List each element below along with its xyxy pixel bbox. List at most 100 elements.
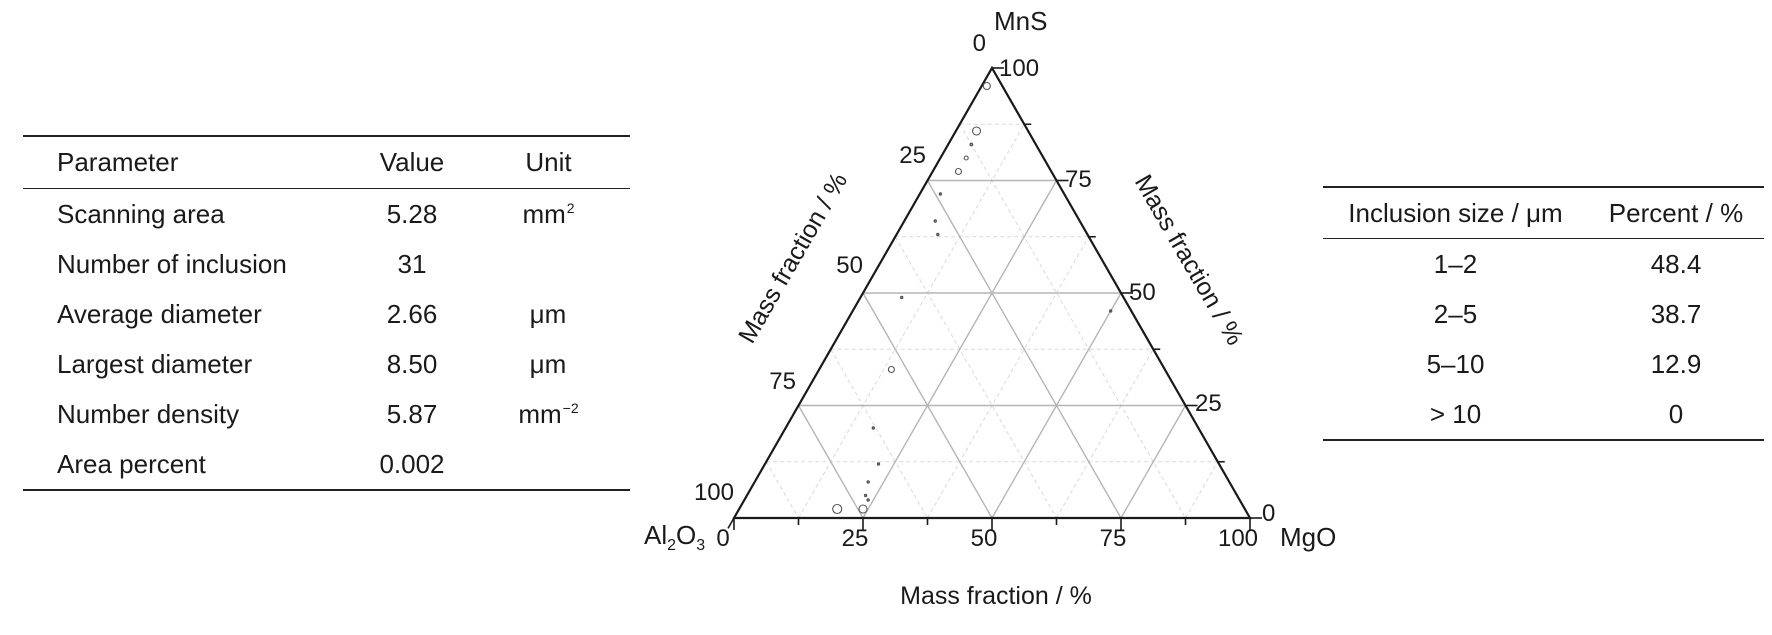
grid-line-major — [862, 180, 1058, 519]
table-row: Area percent 0.002 — [23, 439, 630, 490]
data-point — [933, 219, 937, 223]
grid-line-minor — [894, 236, 1057, 519]
grid-line-minor — [830, 349, 928, 519]
tick-label-bottom-50: 50 — [971, 525, 998, 552]
axis-label-right: Mass fraction / % — [1129, 170, 1249, 350]
data-point — [1108, 309, 1113, 313]
tick-mark-left — [891, 236, 896, 244]
size-percent: 12.9 — [1650, 348, 1702, 379]
data-point — [954, 167, 963, 176]
parameter-name: Largest diameter — [57, 348, 253, 379]
data-point — [863, 493, 868, 498]
vertex-label-left-subscript: 3 — [696, 537, 705, 554]
vertex-label-left: Al2O3 — [644, 520, 705, 554]
table-row: Number of inclusion 31 — [23, 239, 630, 289]
size-percent: 48.4 — [1650, 248, 1702, 279]
grid-line-minor — [1185, 461, 1219, 519]
parameter-unit-cell: mm2 — [467, 189, 630, 240]
data-point — [938, 192, 943, 196]
data-point — [887, 365, 895, 374]
vertex-label-left-part: O — [676, 520, 696, 550]
tick-label-left-0: 0 — [973, 30, 986, 57]
tick-label-right-0: 0 — [1262, 500, 1275, 527]
grid-major — [797, 179, 1187, 519]
header-percent: Percent / % — [1608, 197, 1744, 228]
tick-label-bottom-25: 25 — [842, 525, 869, 552]
data-point — [900, 295, 904, 300]
parameter-unit: μm — [529, 298, 567, 329]
grid-line-minor — [959, 124, 1186, 519]
grid-line-major — [797, 405, 864, 519]
grid-minor — [765, 123, 1219, 519]
parameter-name: Scanning area — [57, 198, 225, 229]
table-row: Average diameter 2.66 μm — [23, 289, 630, 339]
data-point — [866, 480, 870, 484]
size-range: 1–2 — [1433, 248, 1478, 279]
tick-mark-left — [920, 180, 929, 192]
tick-label-left-75: 75 — [769, 368, 796, 395]
data-point — [876, 462, 881, 466]
tick-label-right-75: 75 — [1065, 166, 1092, 193]
tick-label-left-100: 100 — [694, 479, 734, 506]
table-row: 2–5 38.7 — [1323, 289, 1764, 339]
parameter-unit-cell: μm — [467, 339, 630, 389]
size-distribution-table: Inclusion size / μm Percent / % 1–2 48.4… — [1323, 186, 1764, 441]
parameter-name: Average diameter — [57, 298, 262, 329]
table-row: Largest diameter 8.50 μm — [23, 339, 630, 389]
tick-label-bottom-75: 75 — [1100, 525, 1127, 552]
data-point — [858, 504, 868, 514]
parameter-value: 5.87 — [386, 398, 438, 429]
tick-label-left-25: 25 — [899, 142, 926, 169]
size-header-row: Inclusion size / μm Percent / % — [1323, 187, 1764, 239]
parameter-name: Number of inclusion — [57, 248, 287, 279]
grid-line-major — [1120, 405, 1187, 519]
parameter-name: Area percent — [57, 448, 206, 479]
grid-line-minor — [927, 236, 1090, 519]
tick-label-right-100: 100 — [999, 55, 1039, 82]
data-point — [969, 142, 974, 147]
data-point — [871, 426, 876, 430]
parameter-unit-cell: μm — [467, 289, 630, 339]
parameter-value: 31 — [397, 248, 427, 279]
axis-label-left: Mass fraction / % — [733, 168, 853, 348]
grid-line-minor — [798, 124, 1025, 519]
vertex-label-top: MnS — [994, 6, 1047, 36]
data-point — [936, 232, 940, 237]
data-point — [982, 81, 991, 91]
parameter-unit-exponent: 2 — [566, 199, 575, 216]
data-point — [963, 155, 969, 161]
tick-mark-left — [955, 123, 961, 131]
vertex-label-left-subscript: 2 — [667, 537, 676, 554]
grid-line-major — [991, 292, 1122, 519]
tick-mark-left — [791, 405, 800, 417]
parameter-name: Number density — [57, 398, 240, 429]
parameter-value: 0.002 — [379, 448, 445, 479]
tick-label-bottom-100: 100 — [1218, 525, 1258, 552]
table-row: > 10 0 — [1323, 389, 1764, 440]
grid-line-minor — [765, 461, 799, 519]
tick-mark-left — [826, 348, 832, 356]
parameter-value: 5.28 — [386, 198, 438, 229]
tick-label-left-50: 50 — [836, 252, 863, 279]
data-point — [832, 503, 843, 515]
parameter-unit: mm — [518, 398, 562, 429]
size-range: 5–10 — [1426, 348, 1485, 379]
grid-line-minor — [1056, 349, 1154, 519]
size-range: > 10 — [1429, 398, 1482, 429]
tick-label-right-25: 25 — [1195, 390, 1222, 417]
grid-line-major — [926, 180, 1122, 519]
table-row: Number density 5.87 mm−2 — [23, 389, 630, 439]
vertex-label-right: MgO — [1280, 522, 1336, 552]
table-row: 1–2 48.4 — [1323, 239, 1764, 290]
tick-label-bottom-0: 0 — [716, 525, 729, 552]
parameter-value: 8.50 — [386, 348, 438, 379]
size-percent: 0 — [1668, 398, 1684, 429]
header-unit: Unit — [525, 147, 572, 177]
size-percent: 38.7 — [1650, 298, 1702, 329]
axis-ticks — [727, 67, 1262, 530]
axis-label-bottom: Mass fraction / % — [900, 582, 1092, 610]
tick-mark-left — [727, 517, 735, 529]
vertex-label-left-part: Al — [644, 520, 667, 550]
grid-line-major — [862, 292, 993, 519]
